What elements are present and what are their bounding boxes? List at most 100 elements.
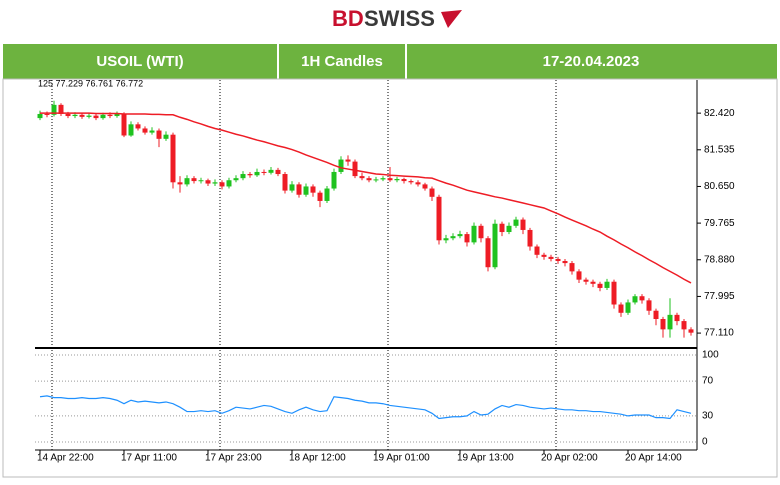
candle-body <box>499 223 505 233</box>
y-tick-label: 70 <box>702 376 714 387</box>
candle-body <box>387 178 393 181</box>
candle-body <box>415 182 421 185</box>
candle-body <box>205 180 211 184</box>
candle-body <box>366 178 372 181</box>
candle-body <box>289 184 295 191</box>
y-tick-label: 30 <box>702 411 714 422</box>
candle-body <box>485 238 491 268</box>
candle-body <box>275 169 281 175</box>
y-tick-label: 77.995 <box>704 291 735 302</box>
candle-body <box>317 192 323 201</box>
moving-average-line <box>40 112 692 284</box>
candle-body <box>492 223 498 268</box>
candle-body <box>632 296 638 303</box>
candle-body <box>527 229 533 247</box>
candle-body <box>401 178 407 182</box>
x-tick-label: 18 Apr 12:00 <box>289 453 346 464</box>
candle-body <box>233 178 239 181</box>
candle-body <box>373 179 379 181</box>
y-tick-label: 77.110 <box>704 328 734 339</box>
x-tick-label: 17 Apr 11:00 <box>121 453 177 464</box>
candle-body <box>429 188 435 197</box>
candle-body <box>107 114 113 117</box>
y-tick-label: 81.535 <box>704 144 735 155</box>
timeframe: 1H Candles <box>301 53 383 70</box>
indicator-line <box>39 395 692 420</box>
candle-body <box>93 115 99 119</box>
candle-body <box>611 281 617 305</box>
candle-body <box>576 271 582 280</box>
candle-body <box>212 182 218 184</box>
candle-body <box>590 281 596 284</box>
header-bar <box>3 44 777 79</box>
candle-body <box>345 159 351 162</box>
candle-body <box>646 300 652 311</box>
logo-text: BD <box>332 6 364 31</box>
candle-body <box>156 130 162 139</box>
candle-body <box>471 225 477 243</box>
candle-body <box>352 161 358 177</box>
candle-body <box>541 254 547 257</box>
info-text: 125 77.229 76.761 76.772 <box>38 78 143 88</box>
date-range: 17-20.04.2023 <box>543 53 640 70</box>
candle-body <box>310 186 316 193</box>
candle-body <box>296 184 302 195</box>
candle-body <box>51 104 57 115</box>
candle-body <box>163 134 169 139</box>
candle-body <box>331 171 337 189</box>
candle-body <box>324 188 330 201</box>
candle-body <box>443 238 449 241</box>
y-tick-label: 80.650 <box>704 181 735 192</box>
candle-body <box>380 178 386 180</box>
candle-body <box>688 329 694 333</box>
candle-body <box>408 181 414 183</box>
candle-body <box>534 246 540 255</box>
candle-body <box>184 178 190 185</box>
candle-body <box>555 258 561 262</box>
x-tick-label: 20 Apr 14:00 <box>625 453 682 464</box>
candle-body <box>44 113 50 115</box>
y-tick-label: 82.420 <box>704 108 735 119</box>
candle-body <box>198 180 204 182</box>
candle-body <box>149 130 155 133</box>
candle-body <box>464 234 470 243</box>
y-tick-label: 78.880 <box>704 254 735 265</box>
candle-body <box>135 124 141 129</box>
x-tick-label: 19 Apr 01:00 <box>373 453 430 464</box>
candle-body <box>436 196 442 241</box>
candle-body <box>282 174 288 191</box>
candle-body <box>114 113 120 117</box>
candle-body <box>639 296 645 301</box>
x-tick-label: 17 Apr 23:00 <box>205 453 262 464</box>
candle-body <box>422 184 428 189</box>
y-tick-label: 79.765 <box>704 218 735 229</box>
candle-body <box>618 304 624 313</box>
candle-body <box>170 134 176 183</box>
candle-body <box>394 178 400 181</box>
candle-body <box>667 314 673 330</box>
candle-body <box>457 234 463 237</box>
y-tick-label: 0 <box>702 437 708 448</box>
candle-body <box>450 236 456 239</box>
candle-body <box>548 256 554 259</box>
candle-body <box>121 113 127 136</box>
candle-body <box>506 225 512 233</box>
candle-body <box>142 128 148 133</box>
candle-body <box>569 263 575 272</box>
candle-body <box>660 319 666 330</box>
logo-text: SWISS <box>364 6 435 31</box>
candle-body <box>79 114 85 117</box>
candle-body <box>520 219 526 230</box>
candle-body <box>191 178 197 182</box>
candle-body <box>478 225 484 239</box>
candle-body <box>100 114 106 119</box>
candle-body <box>303 186 309 195</box>
candle-body <box>597 283 603 288</box>
candle-body <box>128 124 134 136</box>
candle-body <box>653 310 659 320</box>
frame <box>2 78 778 478</box>
candle-body <box>254 171 260 176</box>
candle-body <box>240 174 246 179</box>
x-tick-label: 20 Apr 02:00 <box>541 453 598 464</box>
